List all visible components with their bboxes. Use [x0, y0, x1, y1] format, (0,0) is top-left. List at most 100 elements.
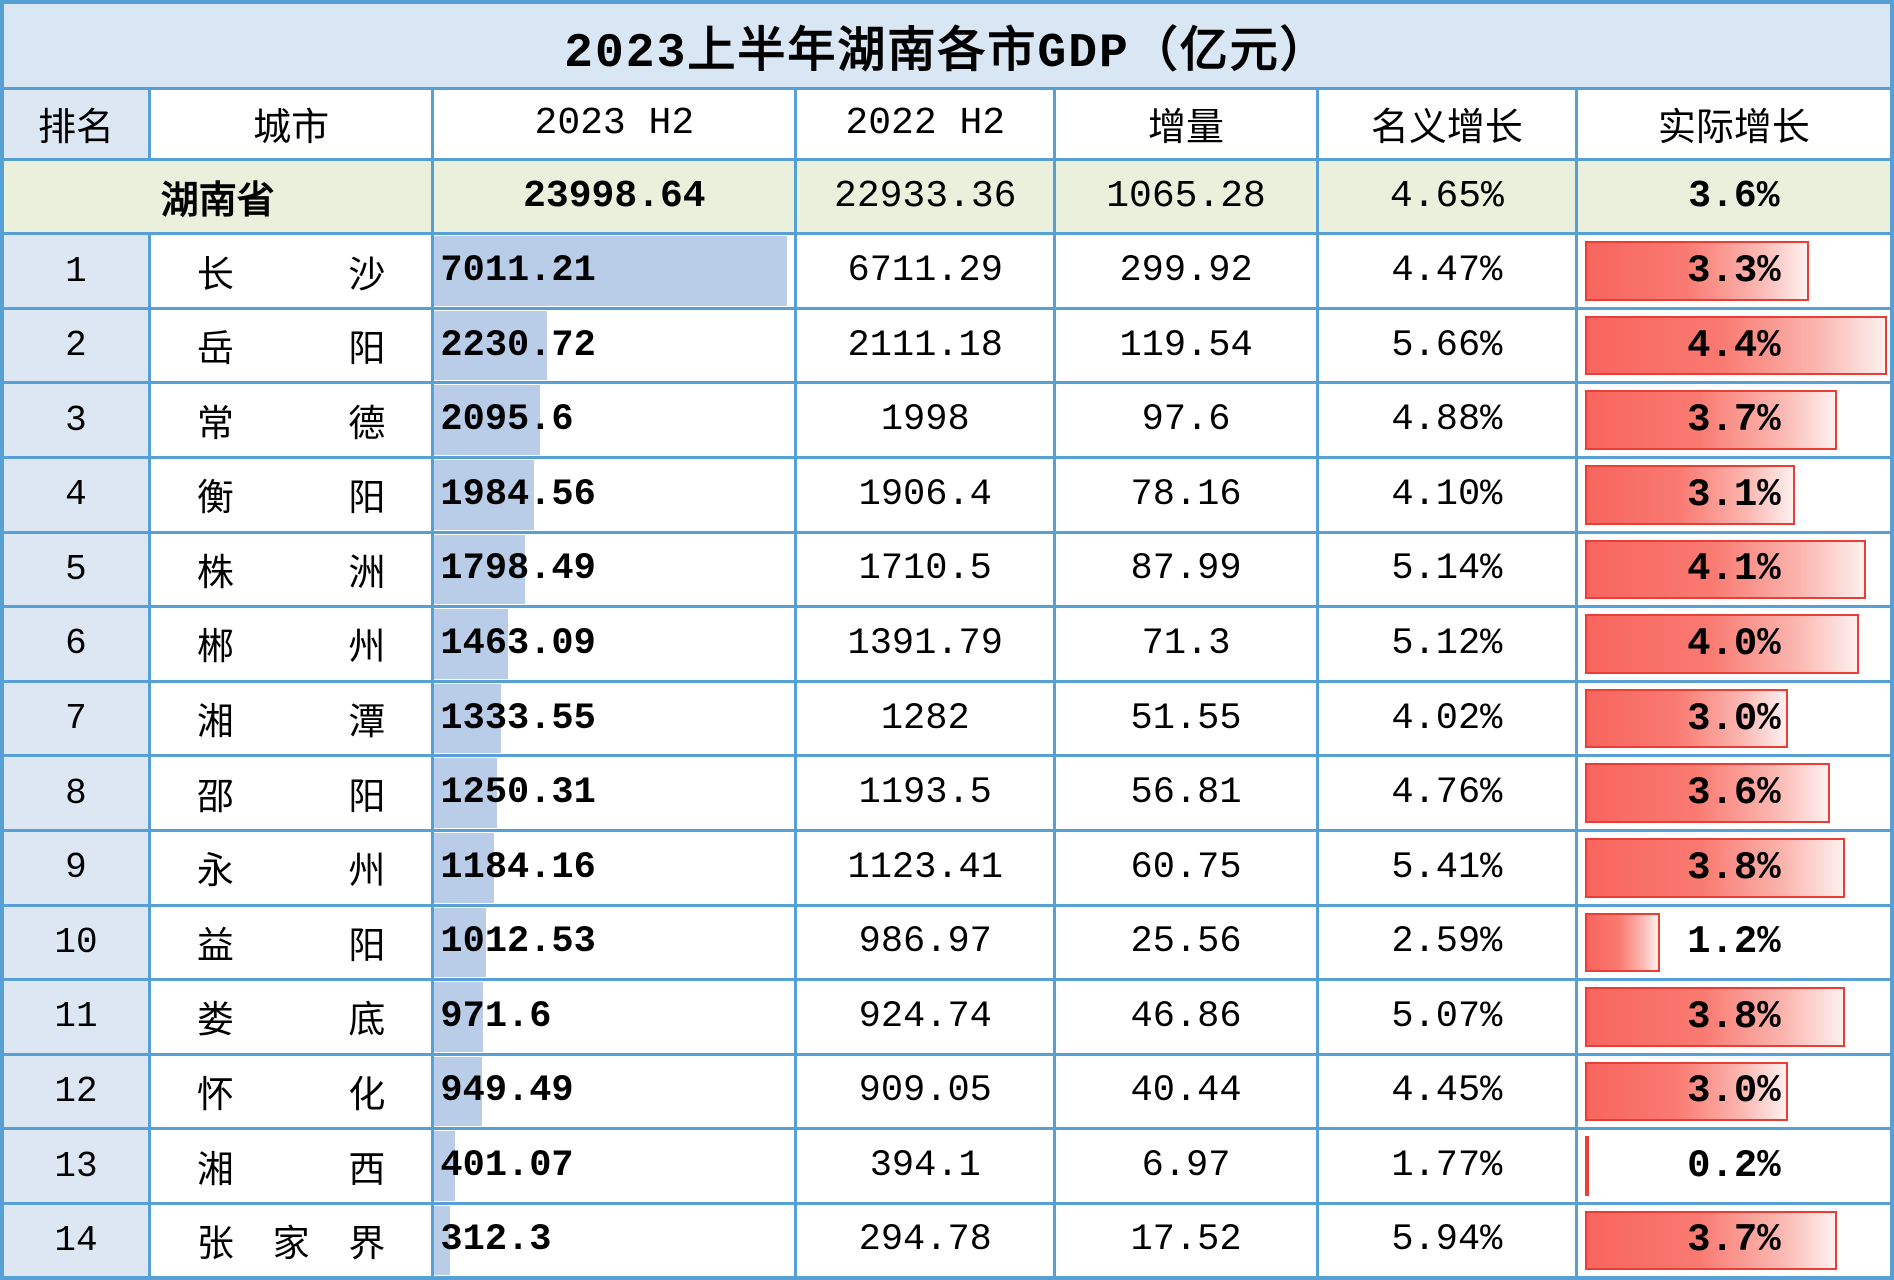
- real-growth-value: 3.0%: [1687, 1069, 1781, 1114]
- nominal-growth-cell: 1.77%: [1315, 1127, 1578, 1205]
- city-row: 3 常德 2095.6 1998 97.6 4.88% 3.7%: [0, 381, 1894, 460]
- gdp-2023-cell: 971.6: [431, 978, 798, 1056]
- gdp-2023-cell: 1984.56: [431, 456, 798, 534]
- province-gdp-2022: 22933.36: [794, 157, 1057, 236]
- province-nominal-growth: 4.65%: [1315, 157, 1578, 236]
- city-name-cell: 湘西: [147, 1127, 435, 1205]
- city-name: 湘西: [196, 1151, 386, 1194]
- real-growth-value: 4.1%: [1687, 547, 1781, 592]
- gdp-2023-value: 312.3: [440, 1219, 552, 1262]
- gdp-2023-cell: 312.3: [431, 1201, 798, 1280]
- real-growth-cell: 4.4%: [1574, 306, 1894, 385]
- city-name-cell: 长沙: [147, 232, 435, 310]
- city-name: 常德: [196, 405, 386, 448]
- gdp-2023-databar: [435, 833, 495, 903]
- gdp-2022-cell: 924.74: [794, 978, 1057, 1056]
- real-growth-databar: [1584, 688, 1788, 749]
- city-row: 4 衡阳 1984.56 1906.4 78.16 4.10% 3.1%: [0, 456, 1894, 534]
- gdp-2023-databar: [435, 1057, 483, 1126]
- header-nominal-growth: 名义增长: [1315, 87, 1578, 161]
- real-growth-value: 0.2%: [1687, 1144, 1781, 1189]
- city-name: 娄底: [196, 1002, 386, 1045]
- increment-cell: 78.16: [1053, 456, 1319, 534]
- nominal-growth-cell: 4.88%: [1315, 381, 1578, 460]
- real-growth-cell: 4.1%: [1574, 530, 1894, 609]
- city-row: 1 长沙 7011.21 6711.29 299.92 4.47% 3.3%: [0, 232, 1894, 310]
- real-growth-cell: 0.2%: [1574, 1127, 1894, 1205]
- city-row: 11 娄底 971.6 924.74 46.86 5.07% 3.8%: [0, 978, 1894, 1056]
- nominal-growth-cell: 4.45%: [1315, 1052, 1578, 1131]
- city-row: 8 邵阳 1250.31 1193.5 56.81 4.76% 3.6%: [0, 754, 1894, 832]
- gdp-2023-databar: [435, 758, 498, 828]
- page-title: 2023上半年湖南各市GDP（亿元）: [0, 0, 1894, 91]
- gdp-2023-cell: 1184.16: [431, 828, 798, 907]
- real-growth-cell: 3.8%: [1574, 828, 1894, 907]
- nominal-growth-cell: 5.14%: [1315, 530, 1578, 609]
- real-growth-databar: [1584, 315, 1887, 376]
- gdp-2023-value: 1250.31: [440, 772, 596, 815]
- increment-cell: 60.75: [1053, 828, 1319, 907]
- city-name: 怀化: [196, 1076, 386, 1119]
- gdp-2022-cell: 2111.18: [794, 306, 1057, 385]
- city-name: 益阳: [196, 927, 386, 970]
- gdp-2023-value: 1798.49: [440, 548, 596, 591]
- gdp-2023-value: 401.07: [440, 1145, 574, 1188]
- city-row: 2 岳阳 2230.72 2111.18 119.54 5.66% 4.4%: [0, 306, 1894, 385]
- gdp-2023-value: 1333.55: [440, 697, 596, 740]
- city-name: 长沙: [196, 256, 386, 299]
- real-growth-cell: 3.0%: [1574, 1052, 1894, 1131]
- gdp-2022-cell: 1123.41: [794, 828, 1057, 907]
- city-row: 7 湘潭 1333.55 1282 51.55 4.02% 3.0%: [0, 679, 1894, 758]
- city-name: 邵阳: [196, 778, 386, 821]
- city-name-cell: 张家界: [147, 1201, 435, 1280]
- gdp-2022-cell: 1282: [794, 679, 1057, 758]
- nominal-growth-cell: 4.02%: [1315, 679, 1578, 758]
- rank-cell: 9: [0, 828, 151, 907]
- increment-cell: 25.56: [1053, 903, 1319, 982]
- header-rank: 排名: [0, 87, 151, 161]
- province-name: 湖南省: [0, 157, 435, 236]
- gdp-2023-cell: 1798.49: [431, 530, 798, 609]
- real-growth-cell: 4.0%: [1574, 605, 1894, 683]
- rank-cell: 5: [0, 530, 151, 609]
- real-growth-databar: [1584, 241, 1809, 301]
- gdp-2023-value: 1984.56: [440, 473, 596, 516]
- gdp-2023-value: 2095.6: [440, 399, 574, 442]
- increment-cell: 97.6: [1053, 381, 1319, 460]
- city-row: 10 益阳 1012.53 986.97 25.56 2.59% 1.2%: [0, 903, 1894, 982]
- gdp-2022-cell: 1193.5: [794, 754, 1057, 832]
- city-row: 9 永州 1184.16 1123.41 60.75 5.41% 3.8%: [0, 828, 1894, 907]
- increment-cell: 17.52: [1053, 1201, 1319, 1280]
- real-growth-cell: 3.6%: [1574, 754, 1894, 832]
- real-growth-databar: [1584, 987, 1845, 1047]
- city-row: 6 郴州 1463.09 1391.79 71.3 5.12% 4.0%: [0, 605, 1894, 683]
- nominal-growth-cell: 5.41%: [1315, 828, 1578, 907]
- gdp-2023-databar: [435, 460, 535, 530]
- header-2022-h2: 2022 H2: [794, 87, 1057, 161]
- city-row: 12 怀化 949.49 909.05 40.44 4.45% 3.0%: [0, 1052, 1894, 1131]
- column-header-row: 排名 城市 2023 H2 2022 H2 增量 名义增长 实际增长: [0, 87, 1894, 161]
- real-growth-databar: [1584, 763, 1831, 823]
- real-growth-value: 3.8%: [1687, 845, 1781, 890]
- rank-cell: 1: [0, 232, 151, 310]
- gdp-2022-cell: 909.05: [794, 1052, 1057, 1131]
- rank-cell: 10: [0, 903, 151, 982]
- real-growth-databar: [1584, 1136, 1589, 1196]
- gdp-2023-databar: [435, 311, 547, 380]
- increment-cell: 56.81: [1053, 754, 1319, 832]
- gdp-2023-cell: 7011.21: [431, 232, 798, 310]
- real-growth-cell: 3.1%: [1574, 456, 1894, 534]
- city-name-cell: 常德: [147, 381, 435, 460]
- rank-cell: 7: [0, 679, 151, 758]
- gdp-2023-cell: 949.49: [431, 1052, 798, 1131]
- increment-cell: 71.3: [1053, 605, 1319, 683]
- real-growth-value: 3.1%: [1687, 472, 1781, 517]
- gdp-2023-cell: 1333.55: [431, 679, 798, 758]
- gdp-2023-databar: [435, 385, 540, 455]
- city-name: 永州: [196, 853, 386, 896]
- province-increment: 1065.28: [1053, 157, 1319, 236]
- real-growth-databar: [1584, 837, 1845, 898]
- increment-cell: 299.92: [1053, 232, 1319, 310]
- nominal-growth-cell: 4.10%: [1315, 456, 1578, 534]
- gdp-2023-databar: [435, 1131, 455, 1201]
